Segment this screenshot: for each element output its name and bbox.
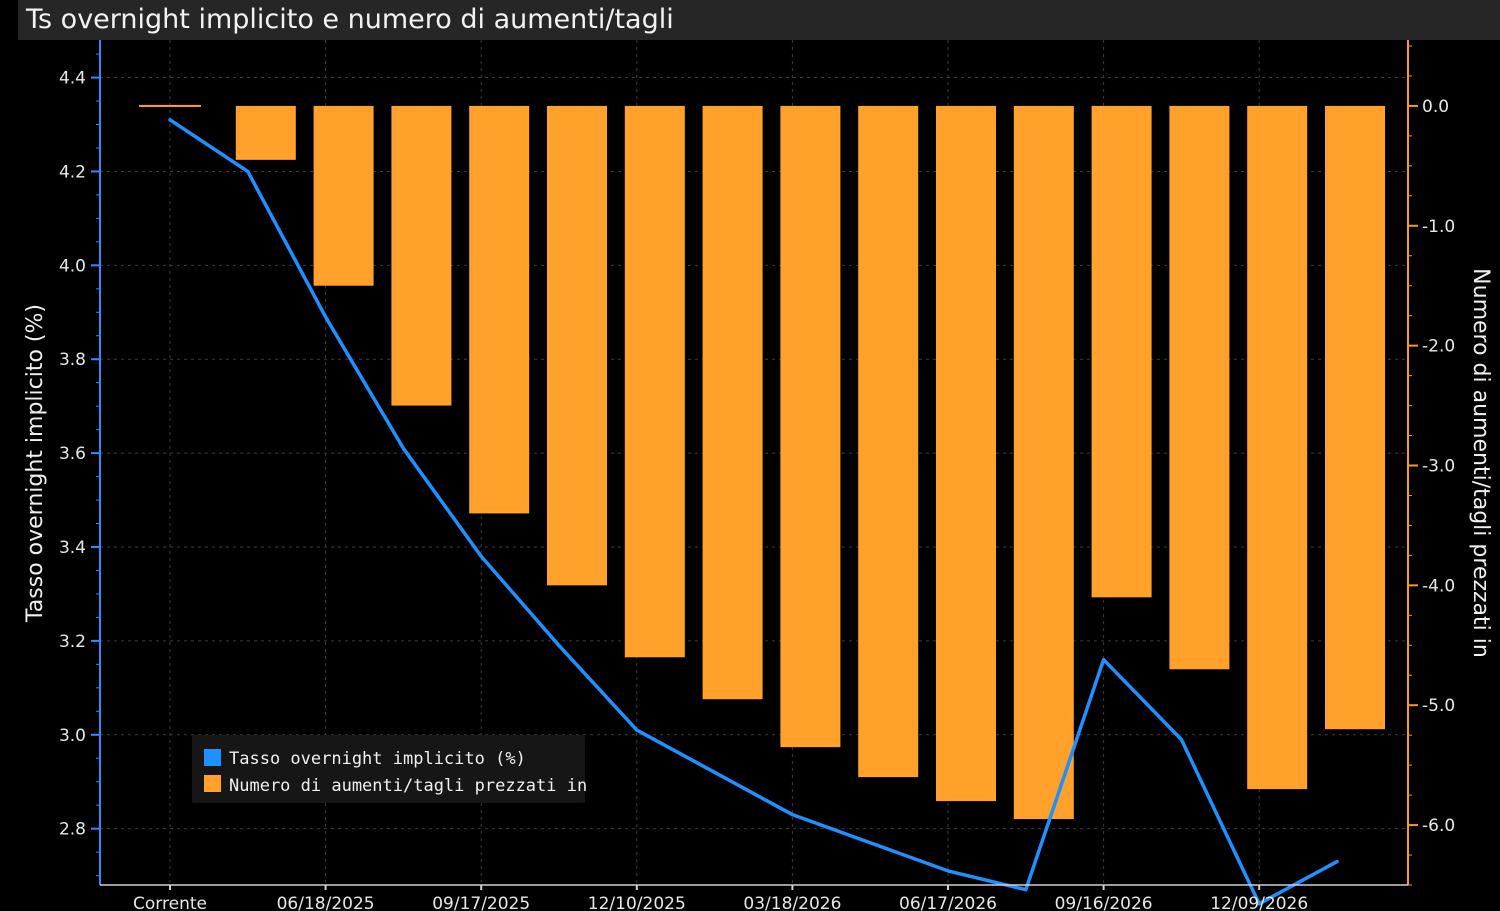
bar — [858, 105, 919, 778]
line-series — [168, 118, 1339, 906]
bar — [139, 104, 201, 107]
legend-label-line: Tasso overnight implicito (%) — [229, 749, 526, 769]
bar — [313, 105, 374, 286]
axes: 4.4 4.2 4.0 3.8 3.6 3.4 3.2 3.0 2.8 0.0 -1.0 -2.0 -3… — [59, 40, 1455, 911]
left-axis-title: Tasso overnight implicito (%) — [23, 304, 48, 623]
bar — [1325, 105, 1385, 730]
x-tick-label: 09/17/2025 — [432, 894, 530, 911]
left-tick-label: 3.4 — [59, 538, 86, 558]
bar — [624, 105, 685, 658]
x-tick-label: 03/18/2026 — [743, 894, 841, 911]
bar — [391, 105, 452, 406]
x-tick-label: 12/10/2025 — [588, 894, 686, 911]
title-bar: Ts overnight implicito e numero di aumen… — [18, 0, 1500, 40]
bar — [1247, 105, 1308, 790]
left-tick-label: 4.4 — [59, 69, 86, 89]
left-tick-label: 3.6 — [59, 444, 86, 464]
series-line — [168, 118, 1339, 906]
left-tick-label: 4.0 — [59, 256, 86, 276]
right-tick-label: -2.0 — [1422, 337, 1455, 357]
left-tick-label: 3.2 — [59, 632, 86, 652]
x-tick-label: 06/18/2025 — [277, 894, 375, 911]
x-tick-label: 06/17/2026 — [899, 894, 997, 911]
legend-label-bar: Numero di aumenti/tagli prezzati in — [229, 776, 587, 796]
right-tick-label: -4.0 — [1422, 576, 1455, 596]
bar — [469, 105, 530, 514]
legend-swatch-bar — [204, 775, 221, 792]
bar — [235, 105, 296, 160]
left-tick-label: 2.8 — [59, 820, 86, 840]
legend-background — [192, 735, 585, 803]
bar-series — [139, 104, 1385, 820]
right-axis-title: Numero di aumenti/tagli prezzati in — [1468, 268, 1493, 658]
x-tick-label: Corrente — [133, 894, 207, 911]
left-tick-label: 3.0 — [59, 726, 86, 746]
right-tick-label: -3.0 — [1422, 456, 1455, 476]
bar — [1169, 105, 1230, 670]
chart-title: Ts overnight implicito e numero di aumen… — [26, 4, 674, 35]
bar — [702, 105, 763, 700]
legend: Tasso overnight implicito (%) Numero di … — [192, 735, 587, 803]
bar — [780, 105, 841, 748]
right-tick-label: -1.0 — [1422, 217, 1455, 237]
left-tick-label: 4.2 — [59, 162, 86, 182]
legend-swatch-line — [204, 749, 221, 766]
x-tick-label: 12/09/2026 — [1210, 894, 1308, 911]
bar — [547, 105, 607, 586]
bar — [1091, 105, 1152, 598]
right-tick-label: -5.0 — [1422, 696, 1455, 716]
right-tick-label: -6.0 — [1422, 816, 1455, 836]
x-tick-label: 09/16/2026 — [1055, 894, 1153, 911]
right-tick-label: 0.0 — [1422, 97, 1449, 117]
left-tick-label: 3.8 — [59, 350, 86, 370]
bar — [936, 105, 996, 802]
bar — [1013, 105, 1074, 820]
